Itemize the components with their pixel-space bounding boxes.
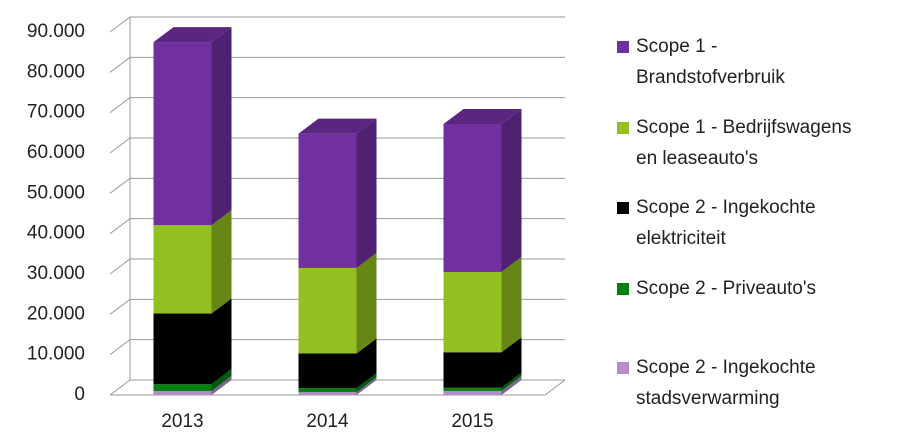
bar-top [298, 118, 377, 134]
bar-side [356, 373, 377, 393]
y-tick-label: 70.000 [27, 102, 85, 123]
legend-swatch [617, 202, 629, 214]
bar-side [211, 375, 232, 395]
y-tick-label: 30.000 [27, 263, 85, 284]
grid-line [109, 379, 565, 396]
bar-top [443, 108, 522, 124]
bar-side [501, 372, 522, 391]
grid-line [109, 177, 565, 194]
bar [443, 390, 502, 395]
y-tick-label: 40.000 [27, 223, 85, 244]
y-tick-label: 50.000 [27, 182, 85, 203]
bar [443, 271, 502, 353]
grid-line [109, 56, 565, 73]
legend-label: Scope 2 - Priveauto's [636, 278, 816, 299]
bar [298, 388, 357, 393]
grid-line [109, 16, 565, 33]
legend-label: en leaseauto's [636, 148, 758, 169]
legend-swatch [617, 362, 629, 374]
y-tick-label: 60.000 [27, 142, 85, 163]
bar-side [211, 369, 232, 391]
bar [443, 352, 502, 388]
bar [298, 267, 357, 354]
bar-side [211, 210, 232, 314]
bar [153, 313, 212, 385]
bar [153, 384, 212, 391]
bar-side [211, 298, 232, 385]
bar-side [356, 118, 377, 268]
grid-line [109, 97, 565, 114]
grid-line [109, 339, 565, 356]
x-tick-label: 2014 [306, 411, 349, 432]
bar-side [501, 375, 522, 395]
bar [298, 133, 357, 268]
bar-side [356, 377, 377, 395]
legend-label: Scope 2 - Ingekochte [636, 357, 816, 378]
grid-line [109, 137, 565, 154]
legend-label: elektriciteit [636, 228, 726, 249]
bar [443, 123, 502, 272]
legend-swatch [617, 122, 629, 134]
legend-swatch [617, 41, 629, 53]
bar [298, 392, 357, 395]
legend-label: stadsverwarming [636, 388, 780, 409]
y-tick-label: 20.000 [27, 303, 85, 324]
x-tick-label: 2015 [451, 411, 493, 432]
floor [110, 379, 566, 396]
legend-label: Scope 1 - [636, 36, 717, 57]
grid-line [109, 218, 565, 235]
legend-label: Scope 2 - Ingekochte [636, 197, 816, 218]
bar [298, 353, 357, 389]
bar [443, 387, 502, 391]
bar-side [211, 27, 232, 226]
bar [153, 225, 212, 314]
legend-label: Scope 1 - Bedrijfswagens [636, 117, 851, 138]
y-tick-label: 80.000 [27, 61, 85, 82]
y-tick-label: 90.000 [27, 21, 85, 42]
y-tick-label: 0 [74, 384, 85, 405]
bar [153, 42, 212, 226]
bar-top [153, 27, 232, 43]
bar-side [501, 337, 522, 388]
bar-side [501, 256, 522, 353]
bar-side [356, 338, 377, 389]
bar-side [356, 252, 377, 354]
bar [153, 390, 212, 395]
grid-line [109, 258, 565, 275]
x-tick-label: 2013 [161, 411, 203, 432]
y-tick-label: 10.000 [27, 344, 85, 365]
bar-side [501, 108, 522, 272]
grid-line [109, 298, 565, 315]
legend-label: Brandstofverbruik [636, 67, 785, 88]
legend-swatch [617, 283, 629, 295]
